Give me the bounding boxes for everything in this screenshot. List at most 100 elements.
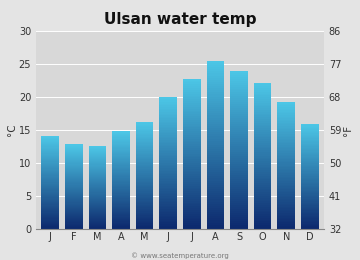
Bar	[65, 184, 83, 185]
Bar	[301, 157, 319, 158]
Bar	[183, 131, 201, 133]
Bar	[65, 162, 83, 164]
Bar	[112, 167, 130, 168]
Bar	[136, 155, 153, 157]
Bar	[89, 193, 106, 194]
Bar	[301, 170, 319, 171]
Bar	[277, 224, 295, 226]
Bar	[41, 152, 59, 153]
Bar	[136, 146, 153, 147]
Bar	[277, 213, 295, 214]
Bar	[112, 191, 130, 192]
Bar	[89, 216, 106, 217]
Bar	[41, 139, 59, 141]
Bar	[254, 121, 271, 123]
Bar	[301, 208, 319, 209]
Bar	[41, 188, 59, 189]
Bar	[89, 170, 106, 171]
Bar	[207, 134, 224, 137]
Bar	[159, 122, 177, 124]
Bar	[89, 149, 106, 150]
Bar	[254, 110, 271, 112]
Bar	[136, 166, 153, 167]
Bar	[301, 177, 319, 178]
Bar	[136, 124, 153, 125]
Bar	[112, 223, 130, 224]
Bar	[301, 214, 319, 216]
Bar	[41, 222, 59, 223]
Bar	[136, 153, 153, 154]
Bar	[207, 82, 224, 84]
Bar	[230, 170, 248, 172]
Bar	[136, 197, 153, 198]
Bar	[136, 171, 153, 173]
Bar	[159, 151, 177, 153]
Bar	[230, 146, 248, 148]
Bar	[230, 116, 248, 118]
Bar	[230, 138, 248, 140]
Bar	[65, 216, 83, 217]
Bar	[112, 200, 130, 201]
Bar	[230, 142, 248, 144]
Bar	[89, 153, 106, 154]
Bar	[159, 186, 177, 188]
Bar	[301, 188, 319, 190]
Bar	[65, 197, 83, 198]
Bar	[65, 223, 83, 224]
Bar	[136, 122, 153, 123]
Bar	[277, 180, 295, 181]
Bar	[254, 174, 271, 176]
Bar	[301, 168, 319, 170]
Bar	[65, 214, 83, 215]
Bar	[301, 222, 319, 224]
Bar	[136, 132, 153, 133]
Bar	[183, 107, 201, 109]
Bar	[159, 104, 177, 105]
Bar	[159, 222, 177, 224]
Bar	[112, 212, 130, 213]
Bar	[159, 178, 177, 179]
Bar	[136, 161, 153, 162]
Bar	[230, 179, 248, 181]
Bar	[301, 148, 319, 149]
Bar	[207, 86, 224, 88]
Bar	[41, 211, 59, 212]
Bar	[183, 184, 201, 186]
Bar	[183, 129, 201, 131]
Bar	[301, 137, 319, 139]
Bar	[277, 170, 295, 172]
Bar	[207, 176, 224, 178]
Bar	[301, 129, 319, 131]
Bar	[230, 158, 248, 160]
Bar	[41, 179, 59, 180]
Bar	[159, 163, 177, 165]
Bar	[159, 216, 177, 217]
Bar	[277, 147, 295, 148]
Bar	[112, 136, 130, 137]
Bar	[277, 166, 295, 167]
Bar	[159, 141, 177, 143]
Bar	[230, 156, 248, 158]
Bar	[136, 154, 153, 155]
Bar	[301, 133, 319, 134]
Bar	[207, 90, 224, 92]
Bar	[254, 95, 271, 97]
Bar	[207, 202, 224, 204]
Bar	[136, 129, 153, 130]
Bar	[230, 148, 248, 150]
Bar	[112, 195, 130, 196]
Bar	[41, 182, 59, 184]
Bar	[89, 192, 106, 193]
Y-axis label: °F: °F	[343, 125, 353, 135]
Bar	[41, 218, 59, 219]
Bar	[183, 103, 201, 105]
Bar	[89, 186, 106, 187]
Bar	[41, 201, 59, 202]
Bar	[277, 135, 295, 137]
Bar	[41, 196, 59, 197]
Bar	[65, 228, 83, 229]
Bar	[254, 179, 271, 181]
Bar	[254, 211, 271, 212]
Bar	[65, 212, 83, 213]
Bar	[301, 192, 319, 193]
